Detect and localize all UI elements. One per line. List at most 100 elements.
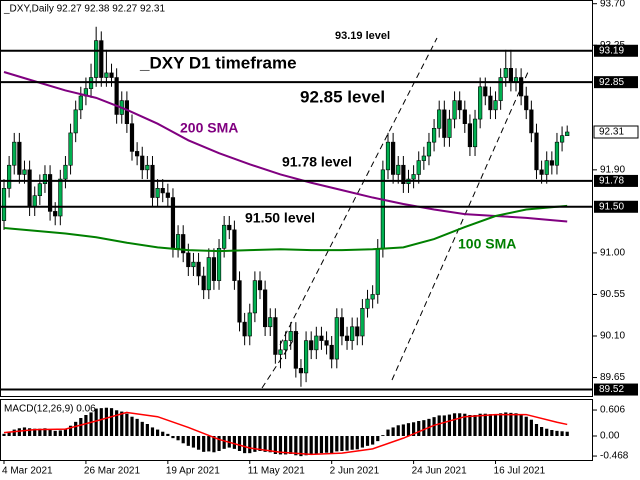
- macd-bar: [417, 421, 421, 436]
- macd-bar: [115, 410, 119, 436]
- level-annotation: 91.50 level: [245, 210, 315, 226]
- candle-body: [519, 77, 524, 97]
- y-tick-label: 0.606: [600, 405, 625, 416]
- macd-bar: [145, 424, 149, 436]
- candle-body: [222, 224, 227, 249]
- candle-body: [268, 317, 273, 328]
- candle-body: [109, 72, 114, 78]
- candle-body: [539, 169, 544, 175]
- candle-body: [124, 100, 129, 124]
- candle-body: [324, 340, 329, 346]
- macd-bar: [48, 429, 52, 436]
- level-label: 93.19: [599, 45, 624, 56]
- x-tick-label: 2 Jun 2021: [330, 466, 380, 477]
- candle-body: [53, 211, 58, 217]
- macd-bar: [560, 431, 564, 436]
- candle-body: [293, 331, 298, 369]
- candle-body: [319, 335, 324, 341]
- sma-label: 200 SMA: [180, 120, 238, 136]
- x-tick-label: 26 Mar 2021: [84, 466, 141, 477]
- signal-line: [3, 411, 568, 456]
- macd-bar: [99, 408, 103, 436]
- macd-label: MACD(12,26,9) 0.06: [4, 404, 96, 415]
- candle-body: [32, 195, 37, 208]
- candle-body: [442, 109, 447, 138]
- candle-body: [493, 100, 498, 111]
- candle-body: [135, 151, 140, 157]
- macd-bar: [340, 436, 344, 451]
- sma-line: [3, 204, 568, 253]
- macd-bar: [335, 436, 339, 452]
- macd-bar: [12, 429, 16, 436]
- macd-bar: [263, 436, 267, 452]
- candle-body: [140, 155, 145, 171]
- level-box: [594, 76, 638, 89]
- macd-bar: [84, 415, 88, 436]
- x-tick-label: 4 Mar 2021: [2, 466, 53, 477]
- candle-body: [257, 280, 263, 291]
- macd-bar: [350, 436, 354, 450]
- candle-body: [196, 261, 201, 277]
- candle-body: [298, 368, 304, 374]
- candle-body: [216, 248, 222, 281]
- macd-bar: [140, 421, 144, 436]
- macd-bar: [483, 413, 487, 436]
- macd-bar: [237, 436, 242, 451]
- macd-bar: [232, 436, 236, 449]
- macd-bar: [463, 413, 467, 436]
- candle-body: [314, 335, 319, 351]
- candle-body: [247, 312, 252, 337]
- candle-body: [396, 164, 401, 175]
- macd-bar: [156, 429, 160, 436]
- macd-bar: [166, 433, 170, 436]
- candle-body: [145, 164, 150, 171]
- macd-bar: [529, 419, 533, 436]
- candle-body: [37, 183, 42, 196]
- macd-bar: [381, 435, 385, 436]
- candle-body: [12, 141, 17, 166]
- candle-body: [252, 280, 257, 314]
- macd-bar: [258, 436, 262, 451]
- candle-body: [201, 275, 206, 291]
- macd-bar: [473, 415, 477, 436]
- level-label: 91.78: [599, 176, 624, 187]
- chart-title: _DXY,Daily 92.27 92.38 92.27 92.31: [3, 4, 165, 15]
- macd-bar: [371, 436, 375, 445]
- y-tick-label: 90.55: [600, 289, 625, 300]
- candle-body: [175, 234, 181, 249]
- macd-bar: [386, 429, 390, 436]
- macd-bar: [89, 412, 93, 436]
- candle-body: [99, 40, 104, 78]
- macd-bar: [150, 427, 155, 436]
- macd-bar: [314, 436, 318, 454]
- candle-body: [42, 174, 48, 184]
- candle-body: [401, 164, 406, 184]
- candle-body: [73, 109, 78, 134]
- macd-bar: [79, 418, 83, 436]
- macd-bar: [63, 428, 68, 436]
- candle-body: [170, 197, 176, 249]
- macd-bar: [191, 436, 196, 448]
- macd-bar: [212, 436, 216, 453]
- level-label: 91.50: [599, 201, 624, 212]
- macd-bar: [33, 428, 37, 436]
- candle-body: [334, 317, 339, 360]
- macd-bar: [289, 436, 293, 454]
- macd-bar: [28, 428, 32, 436]
- candle-body: [375, 248, 380, 295]
- candle-body: [94, 40, 99, 78]
- macd-bar: [304, 436, 308, 456]
- candle-body: [181, 234, 186, 254]
- macd-bar: [550, 430, 554, 436]
- macd-bar: [365, 436, 370, 446]
- candle-body: [68, 132, 73, 166]
- candle-body: [421, 155, 426, 161]
- macd-bar: [217, 436, 221, 451]
- level-box: [594, 383, 638, 396]
- candle-body: [104, 72, 109, 78]
- candle-body: [7, 164, 12, 189]
- candle-body: [1, 188, 7, 221]
- macd-bar: [360, 436, 364, 448]
- candle-body: [78, 95, 83, 111]
